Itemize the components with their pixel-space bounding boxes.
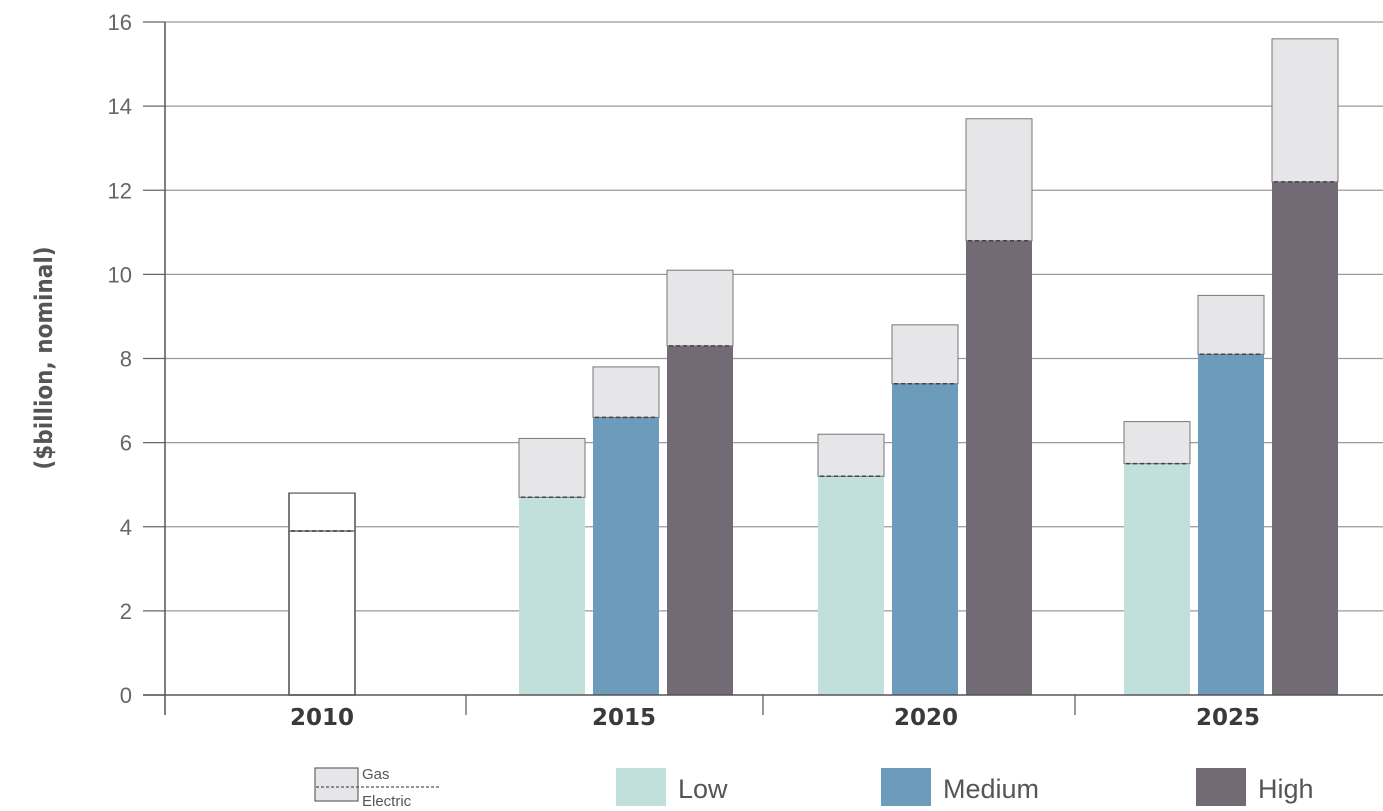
legend-label: Medium [943,774,1039,804]
y-tick-label: 4 [120,515,132,540]
bar-electric-segment [667,345,733,695]
bars [288,38,1339,696]
y-axis-title: ($billion, nominal) [30,246,58,469]
y-tick-label: 14 [108,94,132,119]
y-tick-label: 6 [120,431,132,456]
bar-electric-segment [1198,354,1264,695]
legend-electric-label: Electric [362,793,412,810]
bar-electric-segment [966,240,1032,695]
bar-gas-segment [592,366,660,418]
y-tick-label: 10 [108,262,132,287]
gridlines [165,21,1383,612]
legend-swatch [1196,768,1246,806]
bar-electric-segment [519,497,585,695]
bar-gas-segment [288,492,356,532]
legend-swatch [881,768,931,806]
y-tick-label: 2 [120,599,132,624]
bar-gas-segment [518,437,586,498]
y-tick-label: 0 [120,683,132,708]
bar-gas-segment [965,118,1033,242]
legend-gas-label: Gas [362,766,390,783]
x-tick-label: 2015 [592,705,656,731]
legend: Gas Electric Low Medium High [314,766,1314,810]
bar-electric-segment [1124,463,1190,695]
y-tick-label: 12 [108,178,132,203]
legend-swatch [616,768,666,806]
bar-electric-segment [593,417,659,695]
bar-gas-segment [1123,421,1191,465]
bar-gas-segment [1271,38,1339,183]
bar-gas-segment [891,324,959,385]
bar-gas-segment [817,433,885,477]
legend-label: High [1258,774,1314,804]
axes: 0 2 4 6 8 10 12 14 16 2010 2015 2020 2025 [108,10,1383,731]
bar-electric-segment [818,476,884,695]
x-tick-label: 2020 [894,705,958,731]
bar-electric-segment [288,530,356,696]
bar-gas-segment [1197,294,1265,355]
bar-electric-segment [1272,181,1338,695]
bar-gas-segment [666,269,734,347]
x-tick-label: 2025 [1196,705,1260,731]
legend-stack-swatch [314,767,359,802]
y-tick-label: 16 [108,10,132,35]
legend-label: Low [678,774,728,804]
x-tick-label: 2010 [290,705,354,731]
y-tick-label: 8 [120,347,132,372]
bar-electric-segment [892,383,958,695]
